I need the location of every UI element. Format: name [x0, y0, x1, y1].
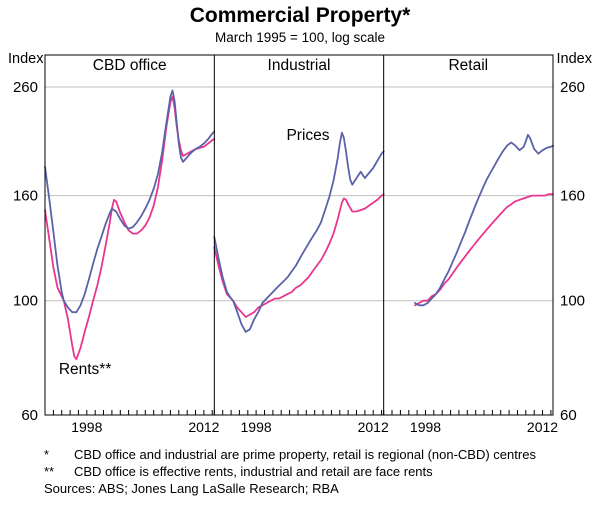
footnote-2: ** CBD office is effective rents, indust…: [44, 464, 582, 481]
footnote-1: * CBD office and industrial are prime pr…: [44, 447, 582, 464]
footnote-2-marker: **: [44, 463, 55, 479]
sources-line: Sources: ABS; Jones Lang LaSalle Researc…: [44, 481, 339, 496]
y-axis-label-left: 60: [21, 407, 38, 424]
footnote-1-text: CBD office and industrial are prime prop…: [74, 447, 536, 462]
panel-title-industrial: Industrial: [268, 57, 331, 74]
retail-prices-line: [414, 133, 554, 307]
plot-frame: [44, 54, 554, 416]
cbd-office-rents-line: [44, 95, 216, 361]
chart-subtitle: March 1995 = 100, log scale: [215, 30, 385, 45]
y-axis-label-left: 260: [13, 79, 38, 96]
x-axis-label: 2012: [527, 419, 558, 435]
y-axis-label-right: 60: [560, 407, 577, 424]
retail-rents-line: [414, 193, 554, 307]
x-axis-label: 2012: [188, 419, 219, 435]
panel-title-cbd-office: CBD office: [93, 57, 167, 74]
y-axis-title-right: Index: [557, 51, 593, 67]
y-axis-label-right: 100: [560, 293, 585, 310]
y-axis-title-left: Index: [8, 51, 44, 67]
x-axis-label: 1998: [410, 419, 441, 435]
panel-title-retail: Retail: [448, 57, 488, 74]
x-axis-label: 1998: [71, 419, 102, 435]
footnote-2-text: CBD office is effective rents, industria…: [74, 463, 433, 479]
x-axis-label: 2012: [358, 419, 389, 435]
footnotes: * CBD office and industrial are prime pr…: [0, 443, 600, 498]
footnote-1-marker: *: [44, 447, 50, 462]
y-axis-label-right: 160: [560, 188, 585, 205]
series-label-rents: Rents**: [59, 361, 112, 378]
y-axis-label-left: 160: [13, 188, 38, 205]
y-axis-label-left: 100: [13, 293, 38, 310]
industrial-rents-line: [213, 193, 385, 318]
series-label-prices: Prices: [286, 127, 329, 144]
cbd-office-prices-line: [44, 89, 216, 314]
chart-title: Commercial Property*: [189, 4, 411, 27]
industrial-prices-line: [213, 131, 385, 333]
y-axis-label-right: 260: [560, 79, 585, 96]
x-axis-label: 1998: [241, 419, 272, 435]
